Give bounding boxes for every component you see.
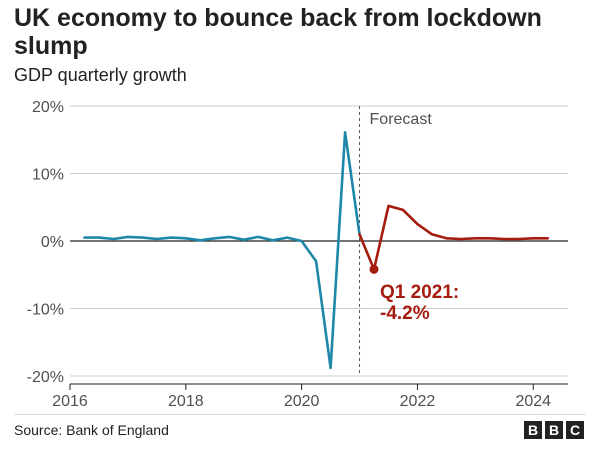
forecast-label: Forecast	[370, 111, 433, 128]
x-tick-label: 2018	[168, 393, 204, 410]
bbc-logo-block: B	[524, 421, 542, 439]
footer-divider	[14, 414, 586, 415]
x-tick-label: 2020	[284, 393, 320, 410]
chart-title: UK economy to bounce back from lockdown …	[14, 4, 542, 60]
chart-subtitle: GDP quarterly growth	[14, 65, 187, 85]
x-tick-label: 2022	[400, 393, 436, 410]
y-tick-label: -10%	[27, 302, 64, 319]
x-tick-label: 2016	[52, 393, 88, 410]
annotation-marker	[369, 264, 379, 274]
x-tick-label: 2024	[515, 393, 551, 410]
bbc-logo: B B C	[524, 421, 584, 439]
annotation-label: Q1 2021:	[380, 282, 459, 303]
forecast-gdp-line	[358, 204, 550, 271]
y-tick-label: -20%	[27, 369, 64, 386]
annotation-label: -4.2%	[380, 303, 430, 324]
y-tick-label: 10%	[32, 167, 64, 184]
bbc-logo-block: B	[545, 421, 563, 439]
historical-gdp-line	[83, 131, 361, 370]
source-note: Source: Bank of England	[14, 422, 169, 438]
y-tick-label: 20%	[32, 99, 64, 116]
bbc-logo-block: C	[566, 421, 584, 439]
y-tick-label: 0%	[41, 234, 64, 251]
